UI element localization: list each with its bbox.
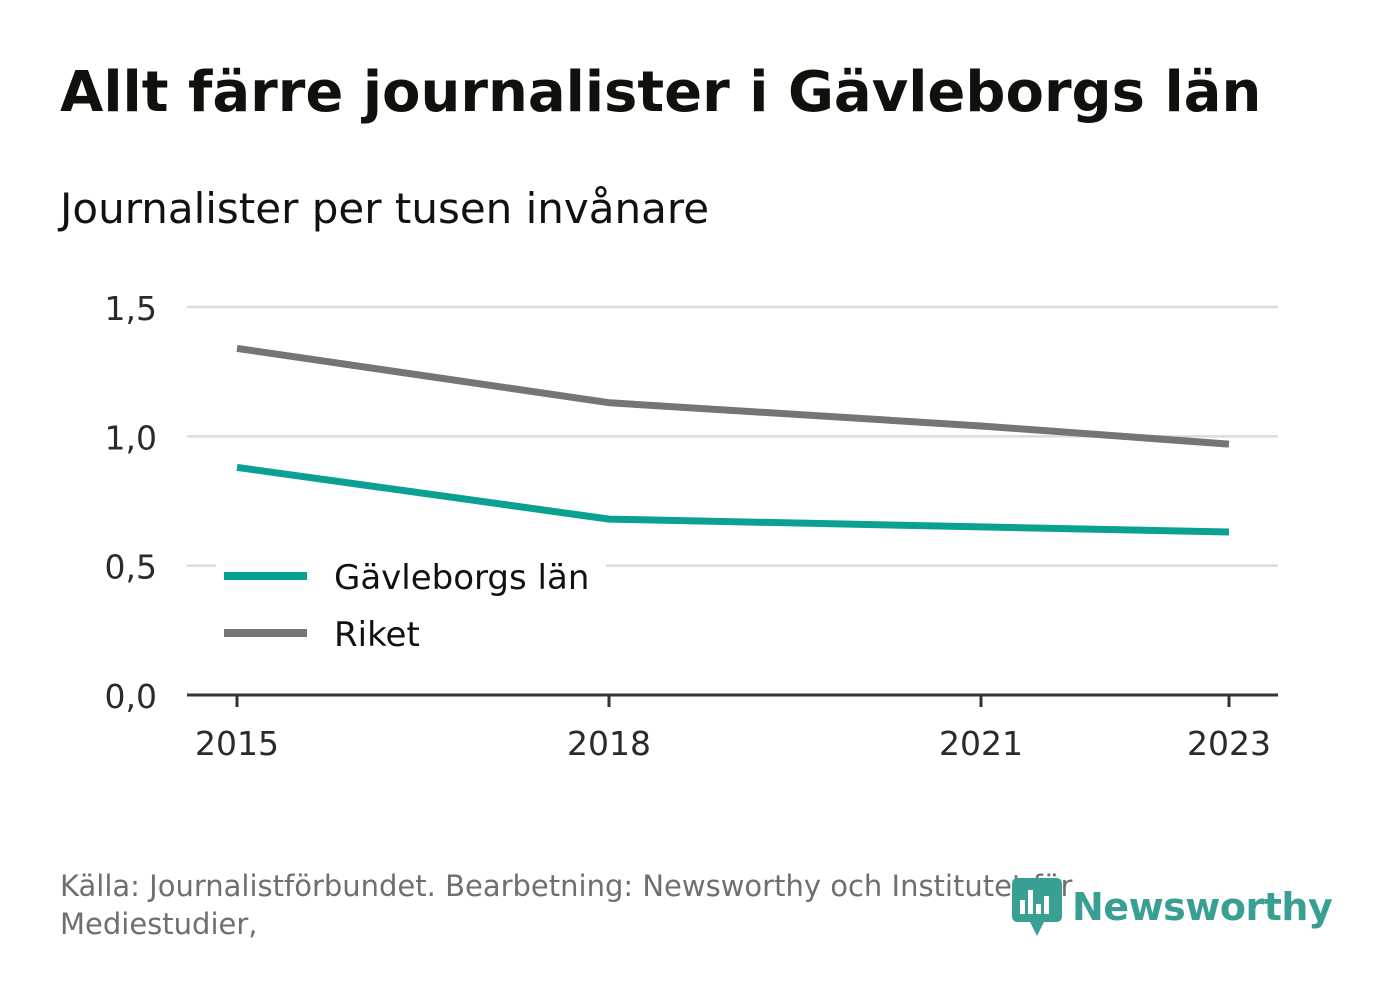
x-tick-label: 2018 (567, 724, 651, 763)
chart-title: Allt färre journalister i Gävleborgs län (60, 60, 1262, 125)
logo-text: Newsworthy (1072, 885, 1333, 929)
y-tick-label: 0,5 (105, 548, 157, 587)
y-tick-label: 0,0 (105, 677, 157, 716)
chart-subtitle: Journalister per tusen invånare (60, 184, 710, 233)
x-tick-label: 2021 (939, 724, 1023, 763)
legend-label: Riket (334, 615, 420, 655)
series-lines (236, 344, 1230, 536)
y-tick-label: 1,5 (105, 289, 157, 328)
x-tick-label: 2023 (1187, 724, 1271, 763)
x-tick-label: 2015 (195, 724, 279, 763)
x-axis: 2015 2018 2021 2023 (187, 693, 1278, 763)
y-tick-label: 1,0 (105, 418, 157, 457)
series-line (236, 344, 1230, 448)
source-note: Källa: Journalistförbundet. Bearbetning:… (60, 869, 1073, 941)
legend-label: Gävleborgs län (334, 558, 589, 598)
y-axis-ticks: 0,0 0,5 1,0 1,5 (105, 289, 157, 716)
series-line (236, 463, 1230, 536)
legend: Gävleborgs län Riket (216, 550, 606, 657)
newsworthy-logo-icon (1012, 878, 1062, 936)
newsworthy-logo: Newsworthy (1010, 876, 1333, 938)
